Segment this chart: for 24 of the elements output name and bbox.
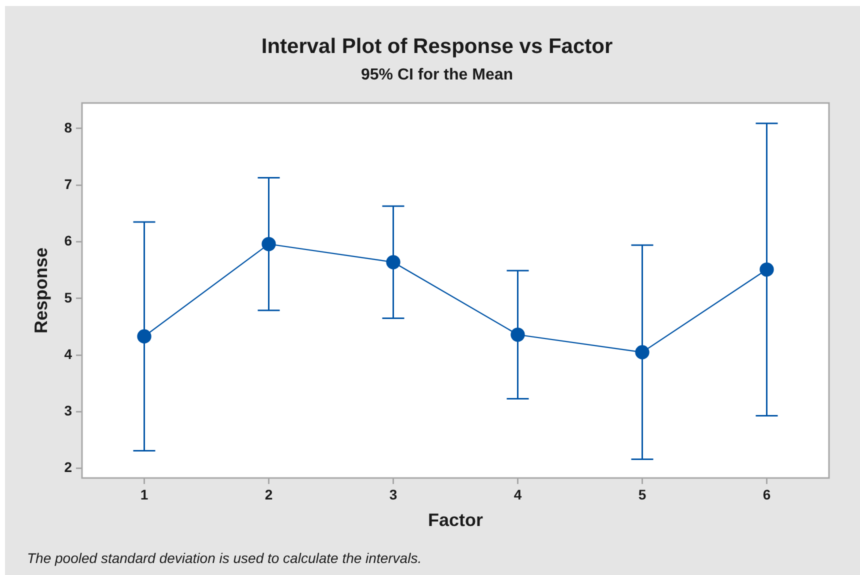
point	[635, 345, 650, 360]
y-tick-label: 2	[64, 459, 72, 476]
y-tick-label: 6	[64, 232, 72, 249]
point	[262, 236, 276, 252]
y-tick-label: 4	[64, 346, 72, 362]
chart-title: Interval Plot of Response vs Factor	[261, 34, 613, 58]
point	[137, 329, 152, 344]
x-tick-label: 4	[514, 486, 522, 502]
y-tick-label: 5	[64, 289, 72, 306]
point	[760, 262, 774, 277]
y-tick-label: 8	[64, 119, 72, 136]
x-tick-label: 6	[762, 486, 771, 502]
y-tick-label: 7	[64, 176, 72, 192]
x-tick-label: 1	[140, 486, 148, 502]
point	[386, 255, 400, 270]
y-axis-title: Response	[30, 247, 51, 334]
x-tick-label: 2	[264, 486, 273, 502]
point	[510, 328, 525, 342]
x-tick-label: 3	[389, 486, 398, 502]
text: The pooled standard deviation is used to calculate the intervals.	[27, 550, 422, 566]
chart-subtitle: 95% CI for the Mean	[360, 66, 514, 84]
x-axis-title: Factor	[428, 510, 484, 530]
x-tick-label: 5	[638, 486, 646, 502]
y-tick-label: 3	[64, 402, 72, 419]
